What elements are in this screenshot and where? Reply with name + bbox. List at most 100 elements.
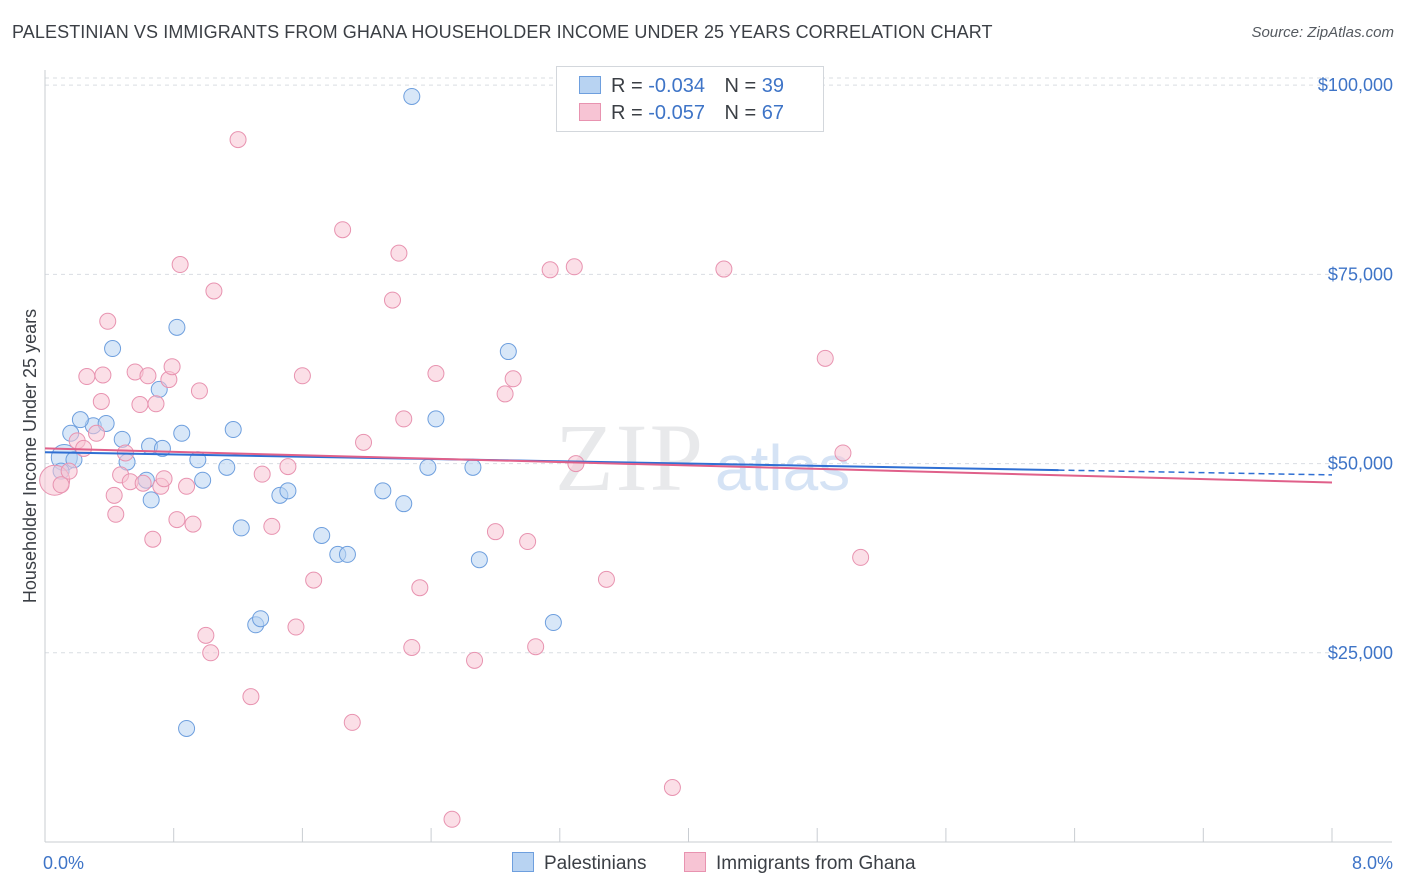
source-label: Source: ZipAtlas.com [1251,24,1394,41]
palestinian-point [218,458,236,476]
palestinian-point [427,410,445,428]
ghana-point [834,444,852,462]
ghana-point [229,131,247,149]
ghana-point [155,470,173,488]
ghana-point [466,651,484,669]
ghana-point [99,312,117,330]
ghana-point [139,367,157,385]
legend-swatch-blue [579,76,601,94]
ghana-point [527,638,545,656]
grid [45,77,1332,654]
ghana-point [293,367,311,385]
bottom-legend-palestinians[interactable]: Palestinians [512,852,646,875]
ghana-point [52,476,70,494]
ghana-point [171,256,189,274]
ghana-point [334,221,352,239]
palestinian-point [279,482,297,500]
palestinian-point [470,551,488,569]
palestinian-point [499,343,517,361]
ghana-point [427,365,445,383]
palestinian-point [168,318,186,336]
ghana-point [816,349,834,367]
ghana-point [107,505,125,523]
ghana-point [94,366,112,384]
ghana-point [178,477,196,495]
bottom-legend-swatch-blue [512,852,534,872]
legend-row-ghana: R = -0.057 N = 67 [579,102,784,125]
ghana-point [305,571,323,589]
ghana-point [383,291,401,309]
y-tick-label: $100,000 [1318,75,1393,95]
axes [44,70,1392,843]
y-axis-title: Householder Income Under 25 years [20,309,40,603]
ghana-point [343,713,361,731]
ghana-point [202,644,220,662]
legend-r-value-2: -0.057 [648,102,705,124]
palestinian-point [71,411,89,429]
palestinian-point [252,610,270,628]
ghana-point [496,385,514,403]
legend-n-value-1: 39 [761,75,785,97]
ghana-point [168,511,186,529]
palestinian-point [104,340,122,358]
ghana-point [144,530,162,548]
ghana-point [78,368,96,386]
legend-row-palestinians: R = -0.034 N = 39 [579,75,784,98]
ghana-point [131,396,149,414]
chart-title: PALESTINIAN VS IMMIGRANTS FROM GHANA HOU… [12,22,993,42]
ghana-point [486,523,504,541]
ghana-point [184,515,202,533]
ghana-point [190,382,208,400]
bottom-legend-swatch-pink [684,852,706,872]
palestinian-point [395,495,413,513]
watermark: ZIP atlas [555,404,850,511]
palestinian-point [224,421,242,439]
ghana-point [105,486,123,504]
y-tick-label: $50,000 [1328,454,1393,474]
ghana-point [715,260,733,278]
ghana-point [390,244,408,262]
palestinian-point [464,458,482,476]
x-tick-label-min: 0.0% [43,853,84,873]
palestinian-point [313,526,331,544]
palestinian-point [178,719,196,737]
x-tick-label-max: 8.0% [1352,853,1393,873]
ghana-point [504,370,522,388]
palestinian-trend-line-dashed [1058,469,1333,476]
legend-r-label: R = [611,75,643,97]
axis-labels: $25,000 $50,000 $75,000 $100,000 0.0% 8.0% Hou… [20,75,1393,873]
bottom-legend-label-2: Immigrants from Ghana [716,853,916,874]
bottom-legend-ghana[interactable]: Immigrants from Ghana [684,852,916,875]
ghana-point [147,395,165,413]
ghana-point [87,424,105,442]
palestinian-point [232,519,250,537]
ghana-point [134,474,152,492]
palestinian-point [338,545,356,563]
palestinian-point [173,424,191,442]
ghana-point [60,462,78,480]
ghana-point [287,618,305,636]
legend-n-value-2: 67 [761,102,785,124]
palestinian-point [403,87,421,105]
ghana-point [279,458,297,476]
y-tick-label: $25,000 [1328,643,1393,663]
ghana-point [519,533,537,551]
ghana-point [197,626,215,644]
ghana-point [403,638,421,656]
ghana-point [263,517,281,535]
trend-lines [44,447,1333,484]
legend-n-label: N = [724,102,757,124]
ghana-point [541,261,559,279]
palestinian-point [142,491,160,509]
legend-swatch-pink [579,103,601,121]
palestinian-point [194,471,212,489]
ghana-point [355,433,373,451]
ghana-point [242,688,260,706]
ghana-point [565,258,583,276]
palestinian-point [374,482,392,500]
legend-r-value-1: -0.034 [648,75,705,97]
ghana-point [852,548,870,566]
bottom-legend-label-1: Palestinians [544,853,647,874]
ghana-point [92,393,110,411]
